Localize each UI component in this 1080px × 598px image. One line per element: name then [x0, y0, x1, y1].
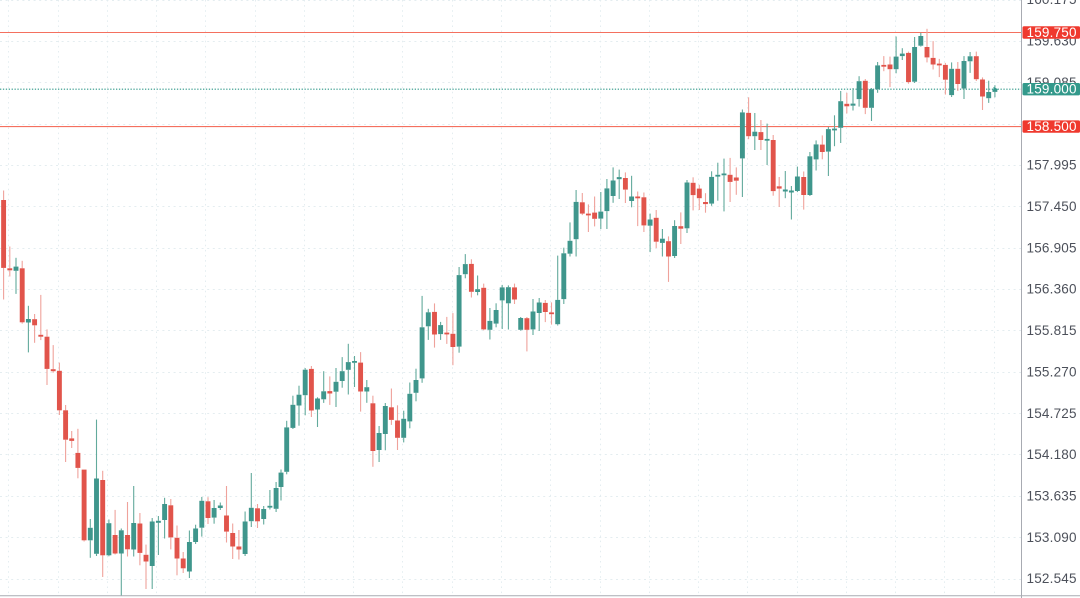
svg-text:159.000: 159.000 [1027, 82, 1077, 97]
svg-text:158.500: 158.500 [1027, 119, 1077, 134]
svg-text:155.815: 155.815 [1027, 323, 1077, 338]
svg-text:160.175: 160.175 [1027, 0, 1077, 7]
svg-text:154.180: 154.180 [1027, 447, 1077, 462]
svg-text:153.635: 153.635 [1027, 489, 1077, 504]
svg-text:157.995: 157.995 [1027, 158, 1077, 173]
svg-text:157.450: 157.450 [1027, 199, 1077, 214]
svg-text:155.270: 155.270 [1027, 364, 1077, 379]
svg-text:156.905: 156.905 [1027, 240, 1077, 255]
svg-text:156.360: 156.360 [1027, 282, 1077, 297]
svg-text:152.545: 152.545 [1027, 571, 1077, 586]
svg-text:159.750: 159.750 [1027, 25, 1077, 40]
svg-text:154.725: 154.725 [1027, 406, 1077, 421]
svg-text:153.090: 153.090 [1027, 530, 1077, 545]
